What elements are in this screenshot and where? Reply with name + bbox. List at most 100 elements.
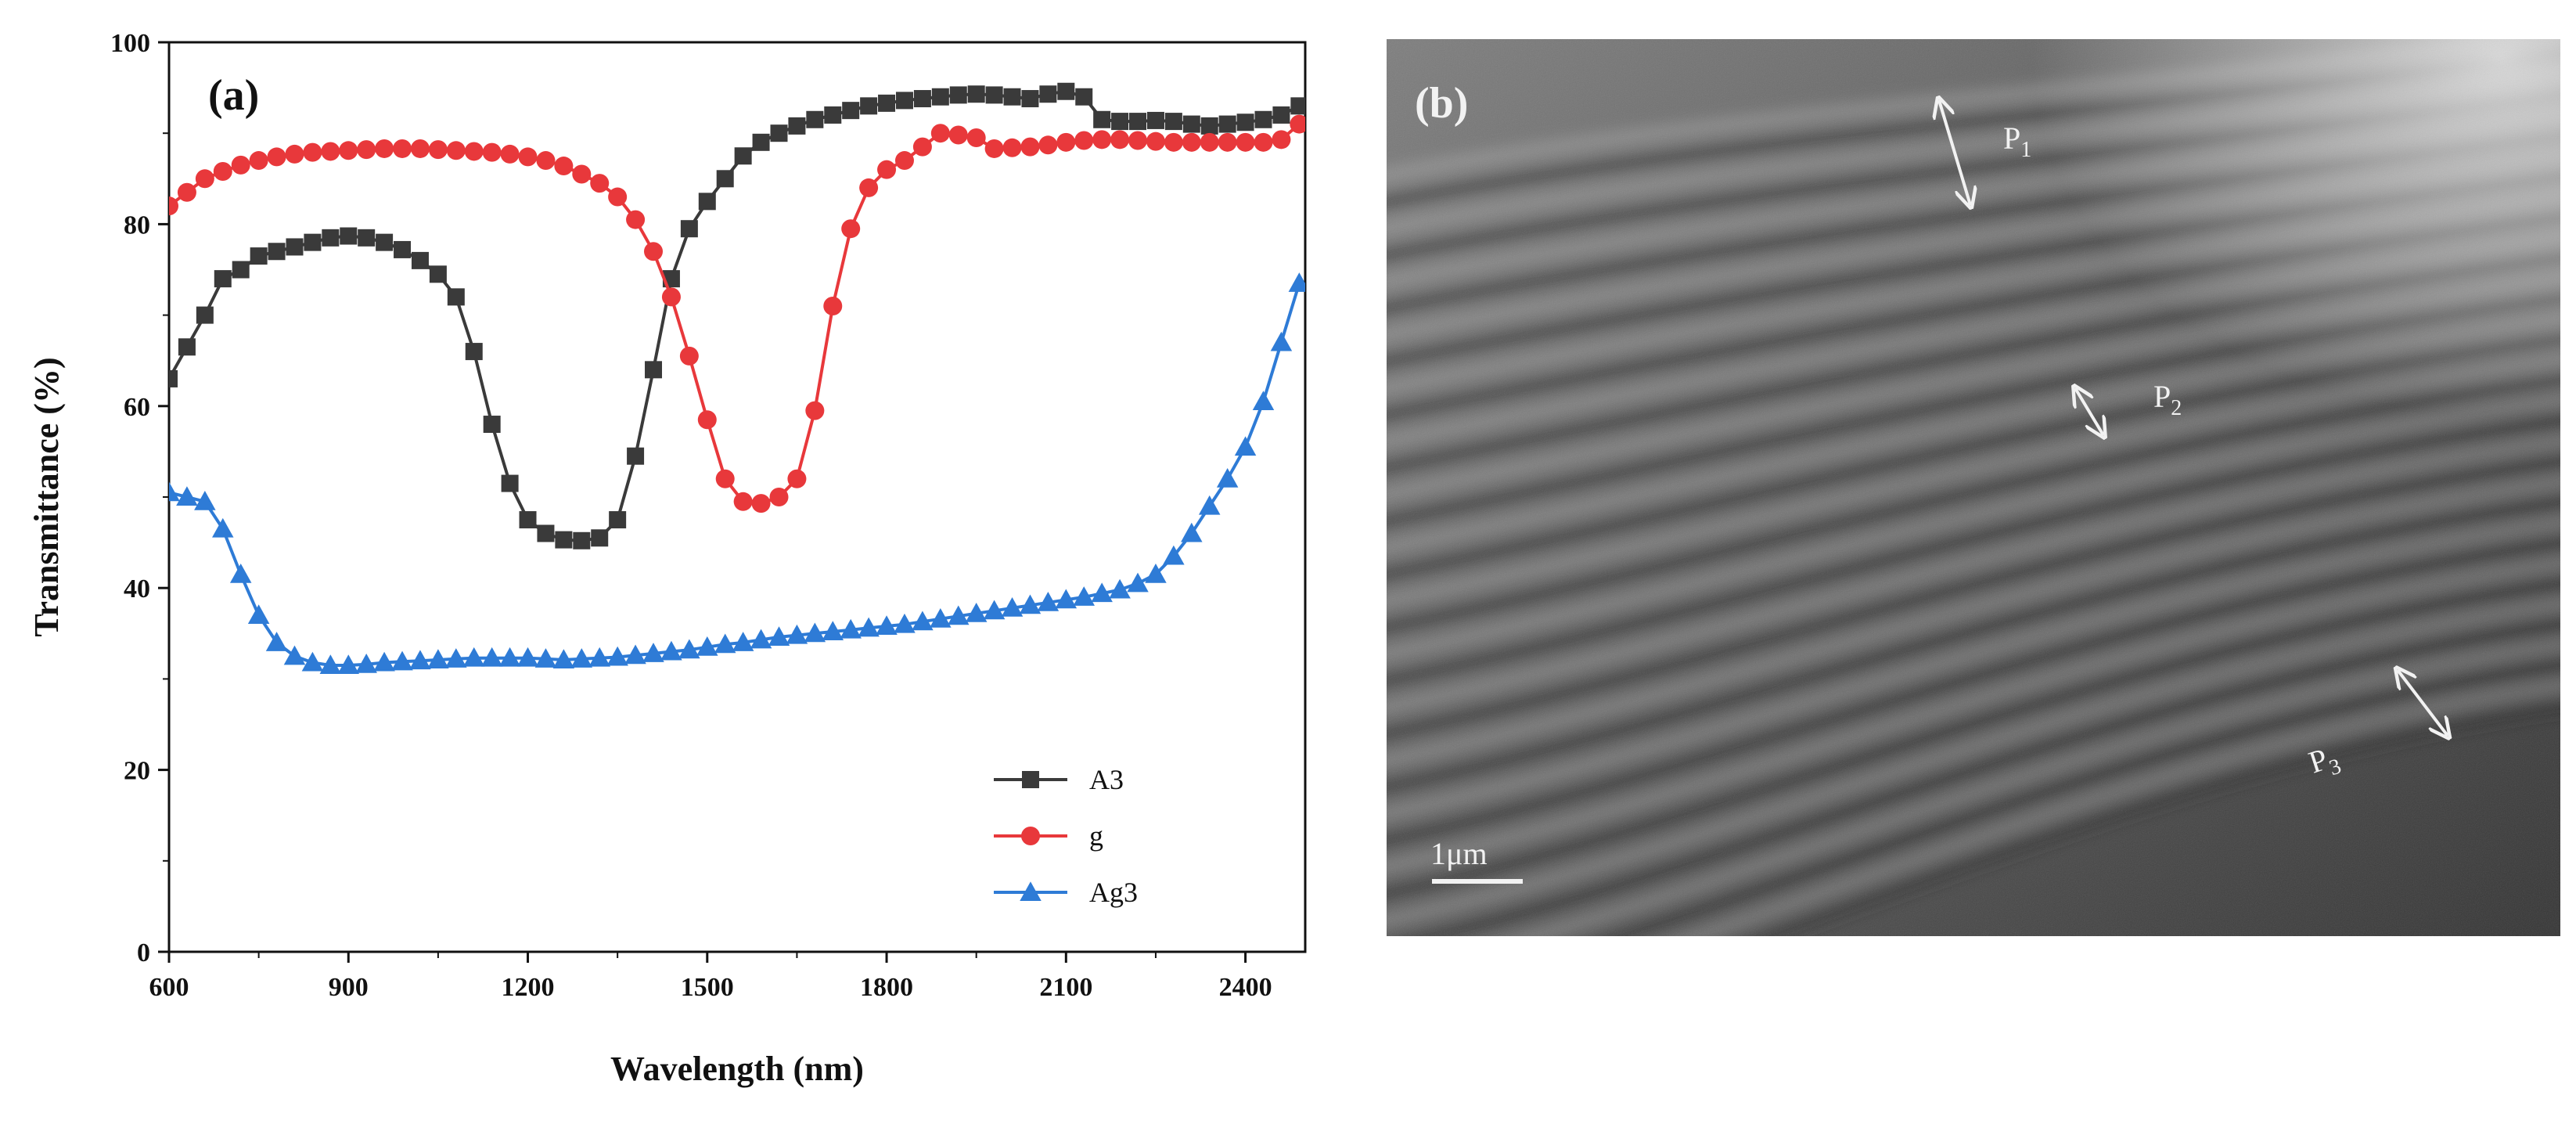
data-point-A3 bbox=[591, 529, 609, 547]
data-point-A3 bbox=[716, 170, 734, 188]
data-point-A3 bbox=[931, 88, 949, 106]
data-point-A3 bbox=[286, 238, 304, 256]
data-point-Ag3 bbox=[265, 632, 288, 651]
data-point-A3 bbox=[394, 240, 412, 258]
data-point-A3 bbox=[878, 94, 896, 112]
data-point-Ag3 bbox=[391, 650, 413, 671]
data-point-g bbox=[1272, 130, 1291, 150]
data-point-Ag3 bbox=[912, 611, 934, 631]
legend: A3 g Ag3 bbox=[994, 764, 1138, 908]
series-Ag3 bbox=[169, 272, 1305, 674]
data-point-A3 bbox=[1129, 113, 1147, 131]
data-point-Ag3 bbox=[534, 648, 557, 668]
legend-marker-g bbox=[1021, 827, 1040, 845]
data-point-g bbox=[984, 139, 1004, 158]
data-point-g bbox=[1146, 131, 1165, 151]
data-point-A3 bbox=[1236, 113, 1254, 131]
data-point-g bbox=[966, 128, 986, 148]
data-point-g bbox=[231, 155, 250, 175]
data-point-A3 bbox=[1146, 111, 1164, 129]
data-point-Ag3 bbox=[965, 602, 988, 622]
data-point-Ag3 bbox=[516, 647, 539, 667]
data-point-Ag3 bbox=[1019, 594, 1042, 614]
x-tick-label: 1500 bbox=[681, 973, 734, 1002]
data-point-g bbox=[195, 169, 214, 189]
data-point-Ag3 bbox=[570, 648, 593, 668]
data-point-A3 bbox=[232, 261, 250, 279]
data-point-g bbox=[751, 494, 771, 513]
data-point-g bbox=[930, 124, 950, 143]
data-point-g bbox=[536, 151, 556, 171]
data-point-Ag3 bbox=[1037, 592, 1060, 611]
data-point-Ag3 bbox=[840, 618, 862, 639]
data-point-Ag3 bbox=[1091, 582, 1113, 603]
data-point-Ag3 bbox=[301, 651, 324, 672]
data-point-Ag3 bbox=[983, 600, 1006, 620]
data-point-Ag3 bbox=[642, 643, 664, 662]
data-point-g bbox=[787, 469, 807, 488]
data-point-g bbox=[590, 174, 610, 193]
y-tick-label: 60 bbox=[124, 393, 150, 422]
data-point-g bbox=[1182, 132, 1201, 152]
data-point-g bbox=[428, 140, 448, 160]
data-point-Ag3 bbox=[1234, 436, 1257, 456]
data-point-g bbox=[1290, 114, 1305, 134]
data-point-g bbox=[1056, 132, 1076, 152]
data-point-g bbox=[1218, 132, 1237, 152]
data-point-A3 bbox=[967, 85, 985, 103]
data-point-g bbox=[1020, 137, 1040, 157]
data-point-A3 bbox=[537, 524, 555, 542]
data-point-Ag3 bbox=[750, 629, 772, 649]
data-point-A3 bbox=[214, 270, 232, 288]
data-point-g bbox=[697, 410, 717, 430]
legend-marker-A3 bbox=[1022, 771, 1039, 788]
data-point-A3 bbox=[1003, 88, 1021, 106]
data-point-g bbox=[769, 488, 789, 506]
series-line-A3 bbox=[169, 89, 1301, 542]
data-point-Ag3 bbox=[445, 648, 467, 668]
y-tick-label: 20 bbox=[124, 757, 150, 786]
data-point-g bbox=[1236, 132, 1255, 152]
data-point-A3 bbox=[1200, 117, 1218, 135]
data-point-g bbox=[1164, 132, 1183, 152]
legend-label-g: g bbox=[1089, 820, 1103, 852]
data-point-A3 bbox=[1093, 110, 1111, 128]
data-point-g bbox=[1038, 135, 1058, 155]
data-point-Ag3 bbox=[1109, 578, 1131, 599]
double-arrow-p3-icon bbox=[2398, 670, 2448, 736]
data-point-g bbox=[177, 182, 196, 202]
data-point-Ag3 bbox=[169, 481, 180, 502]
data-point-g bbox=[894, 151, 914, 171]
data-point-g bbox=[661, 287, 681, 307]
y-tick-label: 100 bbox=[110, 29, 150, 58]
data-point-Ag3 bbox=[894, 613, 916, 633]
data-point-g bbox=[375, 139, 394, 158]
data-point-Ag3 bbox=[1073, 586, 1095, 606]
data-point-g bbox=[321, 142, 340, 161]
data-point-Ag3 bbox=[1181, 522, 1203, 542]
data-point-Ag3 bbox=[498, 647, 521, 667]
data-point-g bbox=[1002, 138, 1022, 157]
data-point-A3 bbox=[949, 86, 967, 104]
data-point-A3 bbox=[770, 124, 788, 142]
data-point-A3 bbox=[1254, 110, 1272, 128]
data-point-Ag3 bbox=[822, 621, 844, 640]
data-point-Ag3 bbox=[480, 647, 503, 667]
data-point-A3 bbox=[429, 265, 447, 283]
data-point-Ag3 bbox=[696, 636, 718, 656]
legend-label-A3: A3 bbox=[1089, 764, 1124, 795]
data-point-A3 bbox=[1182, 115, 1200, 133]
data-point-A3 bbox=[196, 306, 214, 324]
data-point-Ag3 bbox=[588, 647, 610, 667]
data-point-g bbox=[446, 141, 466, 160]
data-point-A3 bbox=[340, 227, 358, 245]
data-point-Ag3 bbox=[948, 605, 970, 625]
data-point-A3 bbox=[268, 243, 286, 261]
chart-panel-a: 600 900 1200 1500 1800 2100 2400 0 20 40 60 80 100 (… bbox=[27, 29, 1307, 1088]
data-point-A3 bbox=[734, 147, 752, 165]
axis-ticks: 600 900 1200 1500 1800 2100 2400 0 20 40 60 80 100 bbox=[110, 29, 1272, 1002]
data-point-g bbox=[733, 492, 753, 511]
data-point-A3 bbox=[752, 133, 770, 151]
y-tick-label: 0 bbox=[137, 938, 150, 967]
data-point-g bbox=[303, 142, 322, 162]
